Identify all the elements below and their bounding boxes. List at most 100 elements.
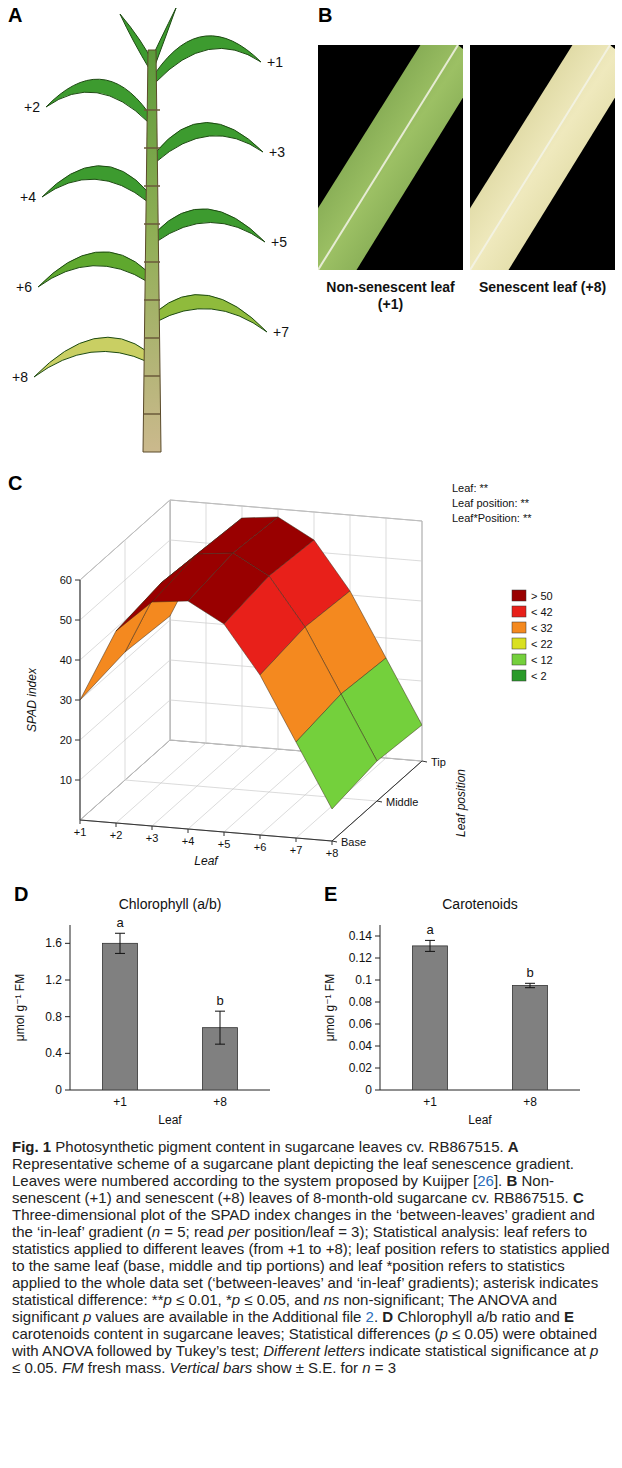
axis-title: Leaf xyxy=(158,1113,182,1127)
tick-label: +1 xyxy=(74,826,87,838)
annotation: Leaf: ** xyxy=(452,482,489,494)
tick-label: 0.04 xyxy=(349,1039,373,1053)
bars xyxy=(103,933,238,1090)
tick xyxy=(80,820,81,824)
caption-text: p xyxy=(163,1291,171,1308)
annotation: Leaf*Position: ** xyxy=(452,512,532,524)
surface xyxy=(80,517,422,809)
bars xyxy=(413,940,548,1090)
tick xyxy=(375,1068,380,1069)
tick xyxy=(65,1090,70,1091)
stalk-node xyxy=(144,375,160,377)
axis-title: Leaf position xyxy=(454,769,468,837)
caption-text: Fig. 1 xyxy=(12,1138,51,1155)
legend-swatch xyxy=(512,622,526,633)
error-bar-cap xyxy=(115,953,125,954)
leaf-blade xyxy=(318,45,463,270)
legend-label: < 22 xyxy=(531,638,553,650)
tick xyxy=(116,823,117,827)
legend-label: > 50 xyxy=(531,590,553,602)
leaf xyxy=(156,209,265,242)
surface-plot xyxy=(75,500,427,845)
axis-line xyxy=(380,925,381,1090)
caption-text: D xyxy=(382,1308,393,1325)
leaf-label: +6 xyxy=(16,279,32,295)
tick-label: 20 xyxy=(60,734,72,746)
tick-label: 50 xyxy=(60,614,72,626)
stalk-node xyxy=(144,299,160,301)
stalk-node xyxy=(144,147,160,149)
caption-text: indicate statistical significance at xyxy=(365,1342,590,1359)
tick xyxy=(375,936,380,937)
tick-label: Base xyxy=(341,836,366,848)
leaf-label: +7 xyxy=(273,324,289,340)
tick-label: +8 xyxy=(326,847,339,859)
leaf-label: +4 xyxy=(20,189,36,205)
tick-label: +7 xyxy=(290,844,303,856)
bar xyxy=(413,946,448,1090)
tick xyxy=(375,1090,380,1091)
caption-text: 26 xyxy=(477,1172,494,1189)
error-bar xyxy=(525,983,535,987)
legend-label: < 42 xyxy=(531,606,553,618)
tick xyxy=(375,1024,380,1025)
error-bar-line xyxy=(120,933,121,953)
caption-text: Different letters xyxy=(263,1342,365,1359)
leaf xyxy=(156,295,267,332)
caption: Fig. 1 Photosynthetic pigment content in… xyxy=(12,1138,610,1376)
tick-label: +4 xyxy=(182,835,195,847)
tick xyxy=(375,980,380,981)
tick-label: 0.14 xyxy=(349,929,373,943)
axis-title: SPAD index xyxy=(25,667,39,732)
caption-text: show ± S.E. for xyxy=(252,1359,362,1376)
photo-caption: Senescent leaf (+8) xyxy=(479,279,606,295)
annotation: Leaf position: ** xyxy=(452,497,530,509)
caption-text: 2 xyxy=(366,1308,374,1325)
leaf-label: +1 xyxy=(267,54,283,70)
panel-label: C xyxy=(8,472,22,494)
error-bar-cap xyxy=(115,933,125,934)
caption-text: values are available in the Additional f… xyxy=(91,1308,365,1325)
axes xyxy=(375,925,580,1090)
plant-scheme xyxy=(34,8,267,452)
stalk-node xyxy=(144,109,160,111)
caption-text: n xyxy=(362,1359,370,1376)
tick xyxy=(375,958,380,959)
tick-label: 0 xyxy=(365,1083,372,1097)
leaf xyxy=(156,36,261,82)
text-line: Non-senescent leaf xyxy=(326,279,455,295)
significance-letter: a xyxy=(426,922,434,937)
tick-label: 30 xyxy=(60,694,72,706)
tick-label: +5 xyxy=(218,838,231,850)
tick xyxy=(377,801,382,802)
tick xyxy=(65,980,70,981)
tick xyxy=(75,580,80,581)
tick-label: 60 xyxy=(60,574,72,586)
photo xyxy=(470,45,615,270)
tick-label: 0.08 xyxy=(349,995,373,1009)
axis-line xyxy=(70,925,71,1090)
legend-label: < 32 xyxy=(531,622,553,634)
tick-label: +8 xyxy=(523,1095,537,1109)
tick-label: 1.6 xyxy=(45,936,62,950)
stalk-node xyxy=(144,185,160,187)
leaf-blade xyxy=(470,45,615,270)
leaf xyxy=(156,123,263,163)
stalk-node xyxy=(144,223,160,225)
axis-title: μmol g⁻¹ FM xyxy=(13,974,27,1041)
leaf xyxy=(46,79,148,122)
caption-text: p xyxy=(439,1325,447,1342)
stalk xyxy=(143,50,161,452)
caption-text: carotenoids content in sugarcane leaves;… xyxy=(12,1325,439,1342)
tick-label: 0.06 xyxy=(349,1017,373,1031)
error-bar xyxy=(425,940,435,951)
tick xyxy=(65,943,70,944)
axis-line xyxy=(70,1090,270,1091)
caption-text: per xyxy=(228,1223,250,1240)
midrib xyxy=(470,45,610,270)
text-line: (+1) xyxy=(378,296,403,312)
leaf xyxy=(34,337,148,377)
panel-label: A xyxy=(8,4,22,26)
tick-label: +3 xyxy=(146,832,159,844)
error-bar xyxy=(215,1011,225,1044)
